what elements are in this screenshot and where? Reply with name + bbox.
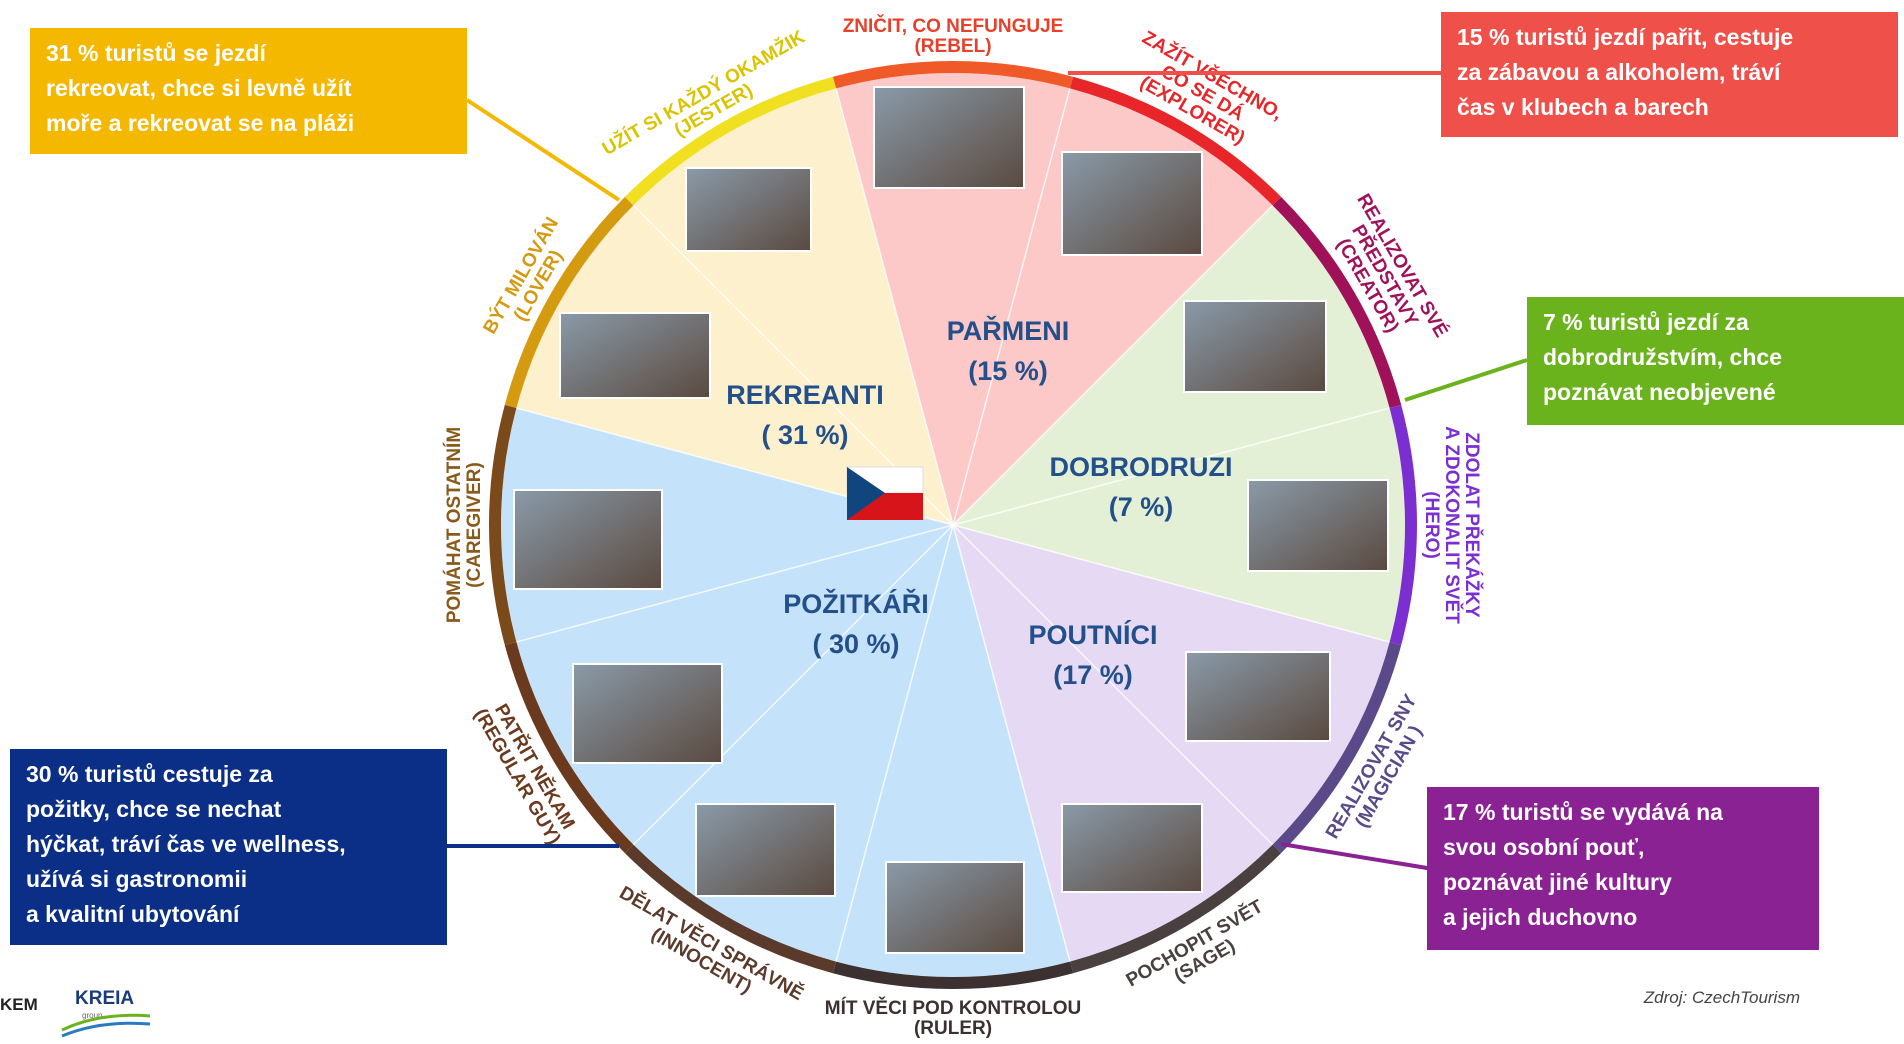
- divider: [952, 524, 1071, 962]
- segment-label: PAŘMENI: [947, 315, 1070, 346]
- ring-segment: [1069, 76, 1282, 206]
- ring-segment: [489, 404, 517, 646]
- photo: [695, 803, 836, 897]
- callout-box: [30, 28, 467, 154]
- segment-share: (17 %): [1053, 660, 1133, 690]
- divider: [952, 524, 1274, 846]
- photo: [1183, 300, 1327, 393]
- callout-text: požitky, chce se nechat: [26, 796, 282, 822]
- segment-label: POUTNÍCI: [1028, 619, 1157, 650]
- callout-text: dobrodružstvím, chce: [1543, 344, 1782, 370]
- callout-box: [1527, 297, 1904, 425]
- connector: [1404, 358, 1528, 402]
- callout-box: [1427, 787, 1819, 950]
- callout-text: 15 % turistů jezdí pařit, cestuje: [1457, 24, 1793, 50]
- photo: [1247, 479, 1389, 572]
- divider: [835, 524, 954, 962]
- ring-segment: [624, 844, 837, 974]
- ring-segment: [504, 196, 634, 409]
- wheel: ZNIČIT, CO NEFUNGUJE(REBEL) ZAŽÍT VŠECHNO…: [443, 15, 1483, 1039]
- divider: [632, 524, 954, 846]
- callout-text: svou osobní pouť,: [1443, 834, 1644, 860]
- segment-label: POŽITKÁŘI: [783, 588, 929, 619]
- callout-text: 30 % turistů cestuje za: [26, 761, 273, 787]
- logo: KREIA: [75, 988, 134, 1009]
- archetype-label: (CAREGIVER): [464, 462, 485, 588]
- logo-swoosh: [61, 1021, 151, 1038]
- callout-text: čas v klubech a barech: [1457, 94, 1709, 120]
- connector: [1280, 842, 1429, 870]
- logo-swoosh: [61, 1013, 151, 1032]
- connector: [465, 98, 621, 202]
- photo: [873, 86, 1025, 189]
- divider: [516, 524, 954, 643]
- divider: [952, 204, 1274, 526]
- callout-text: moře a rekreovat se na pláži: [46, 110, 354, 136]
- photo: [559, 312, 711, 399]
- logo: KEM: [0, 995, 38, 1014]
- ring-segment: [504, 641, 634, 854]
- segment-share: ( 30 %): [812, 629, 899, 659]
- photo: [1185, 651, 1331, 742]
- archetype-label: POMÁHAT OSTATNÍM: [443, 427, 465, 623]
- flag-blue: [847, 467, 885, 520]
- archetype-label: (HERO): [1421, 491, 1442, 559]
- source: Zdroj: CzechTourism: [1643, 988, 1800, 1007]
- ring-segment: [1272, 196, 1402, 409]
- ring-segment: [832, 961, 1074, 989]
- callout-text: a jejich duchovno: [1443, 904, 1637, 930]
- callout-box: [1441, 12, 1898, 137]
- callout-text: hýčkat, tráví čas ve wellness,: [26, 831, 346, 857]
- callout-text: poznávat jiné kultury: [1443, 869, 1672, 895]
- callout-text: 7 % turistů jezdí za: [1543, 309, 1749, 335]
- photo: [685, 167, 812, 252]
- segment-share: ( 31 %): [761, 420, 848, 450]
- segment-label: REKREANTI: [726, 380, 884, 410]
- photo: [1061, 803, 1203, 893]
- logo-sub: group: [82, 1011, 103, 1020]
- ring-segment: [832, 61, 1074, 89]
- callout-text: 17 % turistů se vydává na: [1443, 799, 1723, 825]
- archetype-label: ZDOLAT PŘEKÁŽKY: [1461, 432, 1483, 618]
- photo: [513, 489, 663, 590]
- photo: [572, 663, 723, 764]
- archetype-label: (REBEL): [914, 36, 991, 57]
- divider: [952, 407, 1390, 526]
- ring-segment: [1272, 641, 1402, 854]
- callout-text: za zábavou a alkoholem, tráví: [1457, 59, 1782, 85]
- segment-label: DOBRODRUZI: [1050, 452, 1233, 482]
- divider: [952, 524, 1390, 643]
- ring-segment: [1389, 404, 1417, 646]
- callout-box: [10, 749, 447, 945]
- archetype-label: MÍT VĚCI POD KONTROLOU: [825, 997, 1082, 1019]
- callout-text: rekreovat, chce si levně užít: [46, 75, 352, 101]
- photo: [1061, 151, 1203, 256]
- photo: [885, 861, 1025, 954]
- czech-flag: [846, 466, 924, 520]
- callout-text: a kvalitní ubytování: [26, 901, 241, 927]
- archetype-label: A ZDOKONALIT SVĚT: [1441, 426, 1463, 624]
- callout-text: 31 % turistů se jezdí: [46, 40, 267, 66]
- ring-segment: [624, 76, 837, 206]
- archetype-label: ZNIČIT, CO NEFUNGUJE: [843, 15, 1064, 37]
- segment-share: (7 %): [1109, 492, 1174, 522]
- archetype-label: (RULER): [914, 1018, 992, 1039]
- divider: [952, 88, 1071, 526]
- ring-segment: [1069, 844, 1282, 974]
- callout-text: užívá si gastronomii: [26, 866, 247, 892]
- callout-text: poznávat neobjevené: [1543, 379, 1776, 405]
- divider: [835, 88, 954, 526]
- segment-share: (15 %): [968, 356, 1048, 386]
